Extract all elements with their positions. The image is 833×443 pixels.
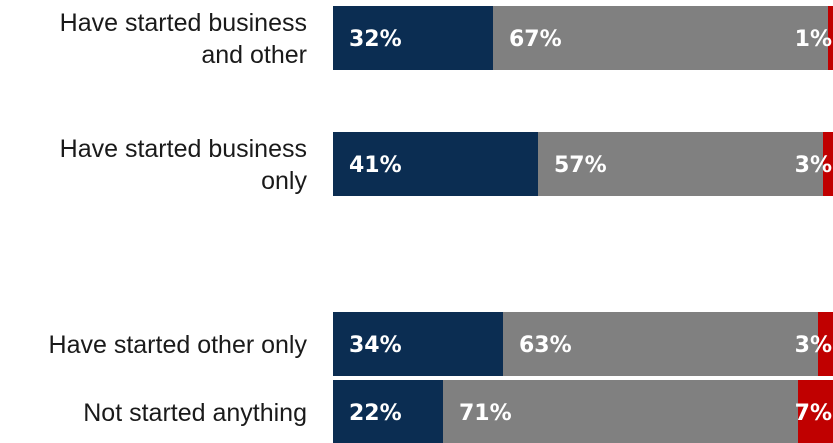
category-label-line: Not started anything bbox=[83, 399, 307, 427]
bars-group bbox=[333, 6, 833, 443]
value-label: 41% bbox=[349, 153, 402, 178]
value-label: 7% bbox=[795, 401, 832, 426]
category-label: Have started business and other bbox=[60, 9, 307, 69]
value-label: 3% bbox=[795, 333, 832, 358]
category-label: Not started anything bbox=[83, 399, 307, 427]
value-label: 63% bbox=[519, 333, 572, 358]
value-label: 22% bbox=[349, 401, 402, 426]
category-label-line: only bbox=[261, 167, 307, 195]
value-label: 32% bbox=[349, 27, 402, 52]
value-label: 3% bbox=[795, 153, 832, 178]
value-label: 71% bbox=[459, 401, 512, 426]
value-label: 67% bbox=[509, 27, 562, 52]
value-label: 1% bbox=[795, 27, 832, 52]
value-label: 57% bbox=[554, 153, 607, 178]
category-label-line: Have started business bbox=[60, 9, 307, 37]
category-label-line: and other bbox=[201, 41, 307, 69]
category-label-line: Have started other only bbox=[49, 331, 308, 359]
category-label-line: Have started business bbox=[60, 135, 307, 163]
category-label: Have started other only bbox=[49, 331, 308, 359]
category-label: Have started business only bbox=[60, 135, 308, 195]
value-label: 34% bbox=[349, 333, 402, 358]
